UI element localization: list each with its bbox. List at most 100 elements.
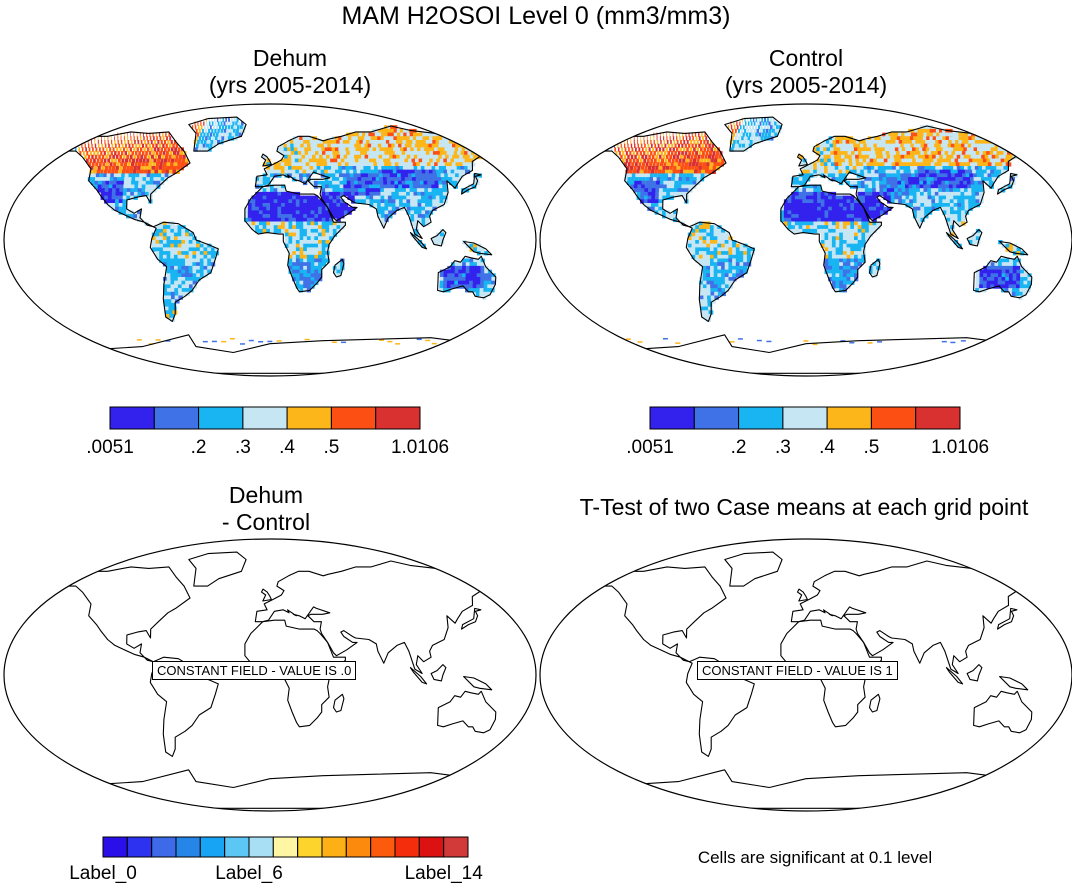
panel-title-line: - Control <box>221 509 311 535</box>
colorbar-label: .0051 <box>626 437 674 458</box>
coastline-africa <box>244 184 346 293</box>
soil-moisture-cells <box>44 117 531 322</box>
colorbar-label: .0051 <box>86 437 134 458</box>
colorbar-swatch <box>286 406 332 430</box>
panel-title-line: Dehum <box>228 482 304 508</box>
coastline-japan <box>460 172 482 195</box>
significance-note: Cells are significant at 0.1 level <box>697 848 933 867</box>
panel-title-line: (yrs 2005-2014) <box>724 72 888 98</box>
colorbar-swatch <box>370 836 396 858</box>
coastline-indonesia <box>945 232 964 250</box>
coastline-southAmerica <box>685 221 755 322</box>
colorbar-label: .2 <box>731 437 747 458</box>
coastline-britain <box>260 588 272 602</box>
map-border <box>539 538 1072 812</box>
panel-title-line: Dehum <box>252 45 328 71</box>
coastline-borneo <box>430 229 447 247</box>
colorbar-swatch <box>321 836 347 858</box>
colorbar-swatch <box>443 836 469 858</box>
coastline-northAmerica <box>40 566 191 663</box>
coastline-northAmerica <box>576 131 727 228</box>
coastline-japan <box>996 172 1018 195</box>
colorbar-difference: Label_0 Label_6 Label_14 <box>69 836 483 884</box>
coastline-japan <box>460 607 482 630</box>
colorbar-swatch <box>242 406 288 430</box>
colorbar-swatch <box>870 406 917 430</box>
coastline-australia <box>973 255 1033 299</box>
coastline-madagascar <box>332 258 345 278</box>
map-dehum <box>3 103 537 377</box>
coastline-australia <box>973 690 1033 734</box>
coastline-japan <box>996 607 1018 630</box>
soil-moisture-cells <box>580 117 1067 322</box>
coastline-britain <box>796 588 808 602</box>
coastline-borneo <box>966 229 983 247</box>
map-border <box>539 103 1072 377</box>
colorbar-swatch <box>693 406 740 430</box>
coastline-greenland <box>724 551 783 587</box>
coastlines <box>575 116 1068 374</box>
colorbar-label: .2 <box>191 437 207 458</box>
panel-title-line: Control <box>768 45 844 71</box>
coastline-eurasia <box>790 125 1050 240</box>
map-border <box>3 538 537 812</box>
coastline-madagascar <box>332 693 345 713</box>
constant-field-label-diff: CONSTANT FIELD - VALUE IS .0 <box>152 661 357 680</box>
figure-title: MAM H2OSOI Level 0 (mm3/mm3) <box>341 2 731 30</box>
coastline-greenland <box>188 116 247 152</box>
coastline-newGuinea <box>999 240 1029 256</box>
coastline-southAmerica <box>149 221 219 322</box>
coastline-borneo <box>966 664 983 682</box>
colorbar-label: Label_0 <box>69 863 137 884</box>
coastline-africa <box>780 184 882 293</box>
coastline-newGuinea <box>999 675 1029 691</box>
coastline-antarctica <box>39 334 501 374</box>
colorbar-swatch <box>272 836 299 858</box>
colorbar-swatch <box>915 406 961 430</box>
coastline-greenland <box>188 551 247 587</box>
panel-title-ttest: T-Test of two Case means at each grid po… <box>536 494 1072 521</box>
colorbar-label: Label_14 <box>405 863 484 884</box>
coastline-greenland <box>724 116 783 152</box>
panel-title-line: (yrs 2005-2014) <box>208 72 372 98</box>
coastline-australia <box>437 690 497 734</box>
colorbar-swatch <box>782 406 828 430</box>
colorbar-swatch <box>126 836 153 858</box>
colorbar-swatch <box>224 836 250 858</box>
colorbar-swatch <box>738 406 784 430</box>
colorbar-control: .0051 .2 .3 .4 .5 1.0106 <box>626 406 989 458</box>
colorbar-swatch <box>175 836 201 858</box>
colorbar-swatch <box>826 406 872 430</box>
colorbar-dehum: .0051 .2 .3 .4 .5 1.0106 <box>86 406 449 458</box>
coastline-eurasia <box>254 560 514 675</box>
colorbar-swatch <box>199 836 226 858</box>
coastline-borneo <box>430 664 447 682</box>
colorbar-swatch <box>394 836 420 858</box>
colorbar-swatch <box>151 836 177 858</box>
colorbar-swatch <box>375 406 421 430</box>
colorbar-swatch <box>109 406 155 430</box>
colorbar-label: .4 <box>279 437 295 458</box>
coastline-northAmerica <box>576 566 727 663</box>
coastlines <box>575 551 1068 809</box>
colorbar-swatch <box>418 836 445 858</box>
coastline-indonesia <box>945 667 964 685</box>
colorbar-label: Label_6 <box>215 863 283 884</box>
panel-title-diff: Dehum - Control <box>0 482 532 536</box>
map-control <box>539 103 1072 377</box>
colorbar-swatch <box>297 836 323 858</box>
colorbar-label: 1.0106 <box>391 437 449 458</box>
coastline-britain <box>260 153 272 167</box>
colorbar-label: 1.0106 <box>931 437 989 458</box>
colorbar-swatch <box>248 836 274 858</box>
colorbar-label: .5 <box>863 437 879 458</box>
coastline-eurasia <box>790 560 1050 675</box>
colorbar-swatch <box>330 406 377 430</box>
colorbar-swatch <box>102 836 128 858</box>
coastline-newGuinea <box>463 240 493 256</box>
panel-title-line: T-Test of two Case means at each grid po… <box>579 494 1029 520</box>
colorbar-label: .5 <box>323 437 339 458</box>
coastline-indonesia <box>409 667 428 685</box>
coastlines <box>39 551 532 809</box>
colorbar-swatch <box>153 406 200 430</box>
